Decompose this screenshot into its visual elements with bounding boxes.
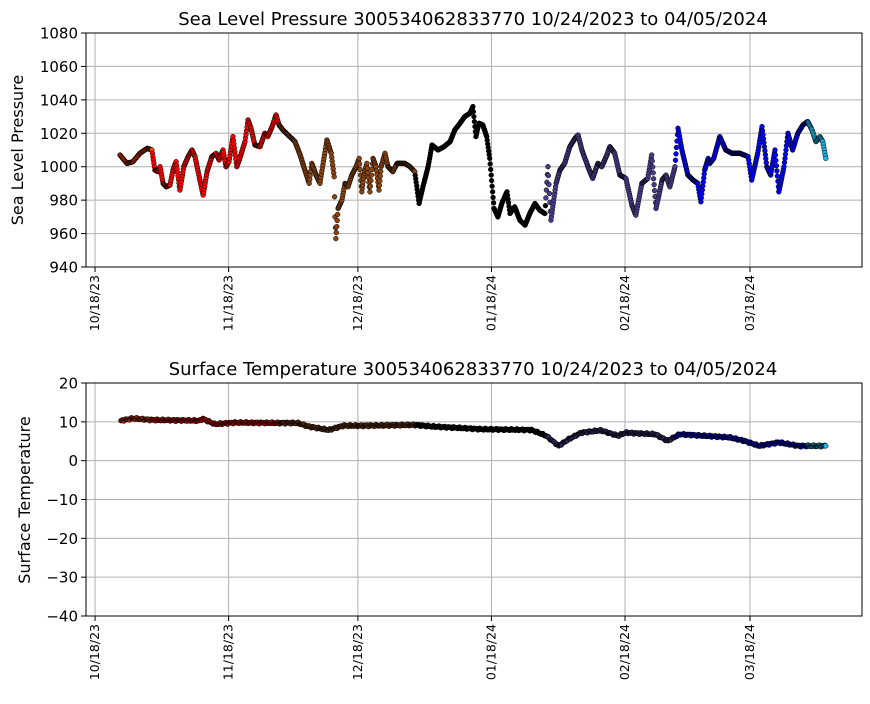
pressure-data-point: [334, 211, 341, 218]
pressure-data-point: [331, 194, 338, 200]
pressure-data-point: [546, 181, 552, 188]
pressure-y-tick-label: 1020: [40, 125, 78, 143]
pressure-data-point: [378, 168, 384, 175]
pressure-data-point: [490, 194, 496, 201]
pressure-data-point: [773, 157, 779, 164]
temperature-x-tick-label: 11/18/23: [221, 624, 236, 680]
pressure-data-point: [334, 217, 340, 224]
pressure-data-point: [470, 103, 476, 110]
pressure-data-point: [672, 157, 679, 163]
pressure-data-point: [489, 189, 496, 195]
temperature-x-tick-label: 12/18/23: [350, 624, 365, 680]
temperature-y-tick-label: −10: [46, 491, 78, 509]
pressure-data-point: [376, 182, 383, 189]
pressure-data-point: [772, 152, 779, 158]
temperature-chart: Surface Temperature 300534062833770 10/2…: [15, 359, 863, 680]
temperature-data-point: [823, 443, 829, 449]
pressure-data-point: [331, 174, 337, 180]
pressure-data-point: [357, 166, 363, 173]
pressure-x-tick-label: 01/18/24: [483, 275, 498, 331]
pressure-data-point: [673, 151, 679, 157]
pressure-data-point: [333, 235, 339, 242]
pressure-data-point: [651, 188, 658, 194]
pressure-data-point: [377, 178, 383, 184]
temperature-y-tick-label: 20: [59, 375, 78, 393]
pressure-chart: Sea Level Pressure 300534062833770 10/24…: [8, 9, 863, 331]
pressure-data-point: [471, 113, 477, 120]
pressure-series: [117, 103, 829, 242]
pressure-data-point: [772, 147, 778, 153]
temperature-y-tick-label: 0: [68, 452, 78, 470]
pressure-data-point: [364, 165, 371, 171]
pressure-data-point: [367, 183, 374, 189]
pressure-data-point: [333, 229, 339, 236]
pressure-data-point: [368, 177, 374, 184]
pressure-axes-frame: [85, 32, 863, 268]
pressure-data-point: [488, 172, 494, 178]
pressure-data-point: [488, 166, 494, 173]
pressure-y-tick-label: 1000: [40, 158, 78, 176]
temperature-y-tick-label: −30: [46, 569, 78, 587]
pressure-x-tick-label: 11/18/23: [221, 275, 236, 331]
temperature-x-tick-label: 02/18/24: [617, 624, 632, 680]
pressure-data-point: [356, 161, 363, 167]
temperature-x-tick-label: 10/18/23: [87, 624, 102, 680]
pressure-x-tick-label: 02/18/24: [617, 275, 632, 331]
pressure-data-point: [545, 172, 552, 179]
pressure-data-point: [489, 183, 495, 189]
pressure-data-point: [487, 155, 493, 162]
pressure-data-point: [773, 163, 780, 169]
pressure-y-tick-label: 1080: [40, 25, 78, 43]
pressure-data-point: [546, 190, 553, 197]
temperature-y-tick-label: 10: [59, 413, 78, 431]
pressure-data-point: [649, 152, 655, 158]
pressure-data-point: [490, 200, 497, 206]
temperature-axes-frame: [85, 382, 863, 617]
pressure-data-point: [487, 161, 493, 167]
pressure-data-point: [367, 189, 373, 195]
pressure-data-point: [543, 195, 549, 201]
pressure-data-point: [650, 176, 657, 182]
pressure-y-axis-label: Sea Level Pressure: [8, 75, 27, 226]
pressure-y-tick-label: 980: [49, 192, 78, 210]
temperature-series: [118, 415, 829, 450]
pressure-data-point: [364, 160, 370, 167]
pressure-data-point: [471, 118, 478, 125]
temperature-y-axis-label: Surface Temperature: [15, 416, 34, 583]
pressure-data-point: [673, 144, 680, 151]
pressure-data-point: [542, 203, 549, 209]
pressure-data-point: [774, 168, 780, 174]
pressure-data-point: [649, 158, 655, 164]
pressure-y-tick-label: 940: [49, 259, 78, 277]
temperature-y-tick-label: −20: [46, 530, 78, 548]
pressure-data-point: [542, 210, 548, 217]
pressure-data-point: [376, 187, 382, 193]
pressure-data-point: [672, 164, 678, 170]
temperature-chart-title: Surface Temperature 300534062833770 10/2…: [169, 359, 778, 380]
pressure-y-tick-label: 1040: [40, 91, 78, 109]
pressure-data-point: [650, 170, 656, 176]
pressure-data-point: [651, 182, 657, 188]
pressure-data-point: [334, 223, 340, 230]
pressure-x-tick-label: 12/18/23: [350, 275, 365, 331]
temperature-x-tick-label: 01/18/24: [483, 624, 498, 680]
temperature-x-tick-label: 03/18/24: [742, 624, 757, 680]
pressure-data-point: [545, 164, 551, 170]
pressure-data-point: [650, 164, 656, 170]
pressure-data-point: [368, 172, 375, 178]
pressure-chart-title: Sea Level Pressure 300534062833770 10/24…: [178, 9, 768, 30]
pressure-data-point: [823, 155, 829, 162]
pressure-data-point: [470, 108, 477, 115]
temperature-y-tick-label: −40: [46, 608, 78, 626]
pressure-data-point: [543, 187, 550, 193]
pressure-data-point: [356, 155, 362, 162]
pressure-data-point: [377, 173, 383, 179]
pressure-x-tick-label: 03/18/24: [742, 275, 757, 331]
pressure-data-point: [488, 177, 495, 184]
pressure-y-tick-label: 1060: [40, 58, 78, 76]
pressure-y-tick-label: 960: [49, 225, 78, 243]
pressure-x-tick-label: 10/18/23: [87, 275, 102, 331]
